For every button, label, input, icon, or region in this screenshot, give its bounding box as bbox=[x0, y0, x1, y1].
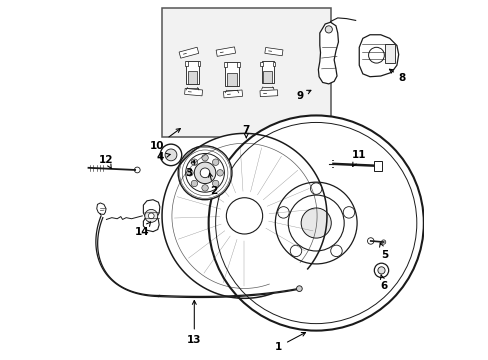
Circle shape bbox=[148, 213, 154, 219]
Polygon shape bbox=[318, 22, 338, 84]
Polygon shape bbox=[143, 200, 160, 231]
Circle shape bbox=[367, 238, 373, 244]
Bar bbox=[197, 61, 200, 66]
Circle shape bbox=[134, 167, 140, 173]
Text: 5: 5 bbox=[379, 243, 387, 260]
Circle shape bbox=[287, 195, 344, 251]
Bar bbox=[224, 62, 226, 67]
Bar bbox=[187, 71, 197, 84]
Polygon shape bbox=[260, 90, 277, 96]
Bar bbox=[184, 61, 187, 66]
Circle shape bbox=[343, 207, 354, 218]
Circle shape bbox=[301, 208, 330, 238]
Circle shape bbox=[275, 182, 356, 264]
Circle shape bbox=[296, 286, 302, 292]
Polygon shape bbox=[264, 48, 283, 56]
Bar bbox=[384, 44, 394, 63]
Text: 1: 1 bbox=[274, 333, 305, 352]
Text: 2: 2 bbox=[208, 173, 217, 196]
Circle shape bbox=[277, 207, 288, 218]
Polygon shape bbox=[223, 90, 242, 98]
Polygon shape bbox=[184, 89, 202, 96]
Circle shape bbox=[212, 180, 219, 187]
Polygon shape bbox=[162, 134, 326, 298]
Bar bbox=[261, 62, 273, 84]
Text: 9: 9 bbox=[296, 90, 310, 101]
Circle shape bbox=[226, 198, 262, 234]
Circle shape bbox=[165, 149, 177, 161]
Text: 3: 3 bbox=[185, 160, 194, 178]
Circle shape bbox=[202, 154, 208, 161]
Circle shape bbox=[381, 240, 385, 244]
Text: 11: 11 bbox=[351, 150, 366, 166]
Text: 12: 12 bbox=[99, 155, 113, 168]
Polygon shape bbox=[179, 47, 198, 58]
Polygon shape bbox=[359, 35, 398, 77]
Bar bbox=[237, 62, 240, 67]
Text: 8: 8 bbox=[388, 69, 405, 83]
Polygon shape bbox=[216, 47, 235, 57]
Bar bbox=[373, 161, 382, 171]
Circle shape bbox=[290, 245, 301, 257]
Bar bbox=[162, 8, 330, 137]
Bar bbox=[263, 71, 272, 84]
Circle shape bbox=[202, 185, 208, 191]
Text: 7: 7 bbox=[242, 125, 249, 138]
Circle shape bbox=[212, 159, 219, 165]
Polygon shape bbox=[97, 203, 106, 215]
Circle shape bbox=[144, 210, 158, 222]
Circle shape bbox=[200, 168, 209, 178]
Bar bbox=[186, 61, 199, 84]
Circle shape bbox=[185, 153, 224, 192]
Text: 6: 6 bbox=[380, 275, 387, 291]
Text: 4: 4 bbox=[156, 152, 170, 162]
Text: 10: 10 bbox=[149, 129, 180, 151]
Circle shape bbox=[377, 267, 384, 274]
Circle shape bbox=[186, 170, 193, 176]
Bar bbox=[260, 62, 263, 66]
Circle shape bbox=[368, 47, 384, 63]
Bar bbox=[226, 73, 237, 86]
Circle shape bbox=[178, 146, 231, 200]
Circle shape bbox=[310, 183, 321, 194]
Bar bbox=[224, 62, 238, 86]
Circle shape bbox=[160, 144, 182, 166]
Circle shape bbox=[208, 116, 423, 330]
Circle shape bbox=[194, 162, 215, 184]
Circle shape bbox=[330, 245, 342, 257]
Circle shape bbox=[217, 170, 223, 176]
Circle shape bbox=[373, 263, 388, 278]
Circle shape bbox=[191, 180, 197, 187]
Circle shape bbox=[325, 26, 332, 33]
Circle shape bbox=[191, 159, 197, 165]
Text: 13: 13 bbox=[187, 301, 201, 345]
Bar bbox=[272, 62, 275, 66]
Circle shape bbox=[215, 122, 416, 324]
Text: 14: 14 bbox=[135, 222, 150, 237]
